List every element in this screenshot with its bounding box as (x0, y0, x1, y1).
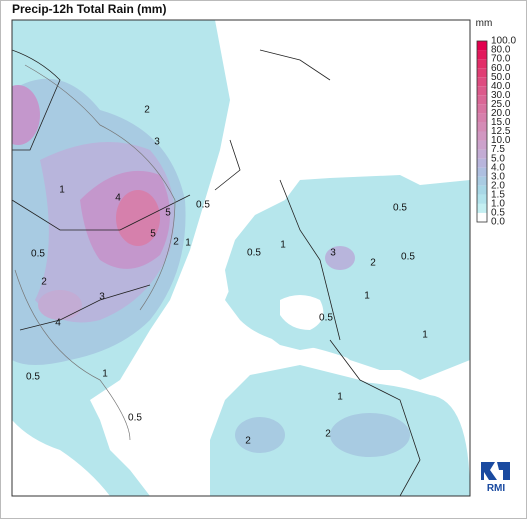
legend-swatch (477, 68, 487, 78)
legend-label: 7.5 (491, 144, 505, 155)
legend-label: 70.0 (491, 54, 511, 65)
contour-label: 3 (154, 137, 160, 148)
legend-label: 4.0 (491, 162, 505, 173)
contour-label: 0.5 (247, 248, 261, 259)
legend-border (476, 40, 488, 223)
legend-label: 5.0 (491, 153, 505, 164)
legend-label: 30.0 (491, 90, 511, 101)
legend-swatch (477, 185, 487, 195)
legend-label: 40.0 (491, 81, 511, 92)
contour-label: 2 (325, 429, 331, 440)
legend-label: 60.0 (491, 63, 511, 74)
legend-label: 80.0 (491, 45, 511, 56)
legend-swatch (477, 86, 487, 96)
contour-label: 2 (41, 277, 47, 288)
logo: RMI (481, 462, 510, 494)
legend-label: 1.5 (491, 189, 505, 200)
legend-swatch (477, 122, 487, 132)
contour-label: 5 (150, 229, 156, 240)
legend-swatch (477, 104, 487, 114)
contour-label: 1 (280, 240, 286, 251)
legend-swatch (477, 140, 487, 150)
contour-label: 0.5 (196, 200, 210, 211)
contour-label: 1 (185, 238, 191, 249)
legend-swatch (477, 194, 487, 204)
title: Precip-12h Total Rain (mm) (12, 2, 166, 16)
contour-label: 2 (173, 237, 179, 248)
legend-swatch (477, 77, 487, 87)
legend-swatch (477, 131, 487, 141)
legend-swatch (477, 203, 487, 213)
legend-label: 1.0 (491, 199, 505, 210)
contour-label: 0.5 (393, 203, 407, 214)
contour-label: 1 (422, 330, 428, 341)
legend-label: 0.5 (491, 208, 505, 219)
legend-label: 20.0 (491, 108, 511, 119)
legend-label: 12.5 (491, 126, 511, 137)
legend-label: 2.0 (491, 180, 505, 191)
legend-label: 25.0 (491, 99, 511, 110)
contour-label: 4 (55, 318, 61, 329)
contour-label: 0.5 (319, 313, 333, 324)
legend-swatch (477, 41, 487, 51)
contour-label: 1 (337, 392, 343, 403)
contour-label: 4 (115, 193, 121, 204)
legend-label: 10.0 (491, 135, 511, 146)
contour-labels: 2 3 4 5 5 2 1 0.5 1 0.5 2 3 4 1 0.5 0.5 … (26, 105, 428, 447)
legend-label: 15.0 (491, 117, 511, 128)
contour-label: 1 (102, 369, 108, 380)
legend-swatch (477, 95, 487, 105)
contour-label: 2 (370, 258, 376, 269)
contour-label: 5 (165, 208, 171, 219)
legend-swatch (477, 176, 487, 186)
contour-label: 0.5 (26, 372, 40, 383)
legend-unit: mm (476, 18, 493, 29)
logo-text: RMI (487, 483, 506, 494)
contour-label: 1 (59, 185, 65, 196)
legend-label: 50.0 (491, 72, 511, 83)
legend-label: 3.0 (491, 171, 505, 182)
legend-swatch (477, 59, 487, 69)
legend-swatch (477, 50, 487, 60)
contour-label: 0.5 (128, 413, 142, 424)
contour-label: 2 (144, 105, 150, 116)
contour-label: 1 (364, 291, 370, 302)
legend-label: 0.0 (491, 217, 505, 228)
legend-swatch (477, 167, 487, 177)
contour-label: 3 (99, 292, 105, 303)
legend-swatch (477, 149, 487, 159)
legend-swatch (477, 158, 487, 168)
map-border (11, 19, 471, 497)
map (12, 20, 470, 496)
contour-label: 0.5 (401, 252, 415, 263)
legend-label: 100.0 (491, 36, 516, 47)
contour-label: 2 (245, 436, 251, 447)
legend-swatch (477, 212, 487, 222)
legend: 100.080.070.060.050.040.030.025.020.015.… (476, 36, 516, 228)
contour-label: 3 (330, 248, 336, 259)
legend-swatch (477, 113, 487, 123)
contour-label: 0.5 (31, 249, 45, 260)
